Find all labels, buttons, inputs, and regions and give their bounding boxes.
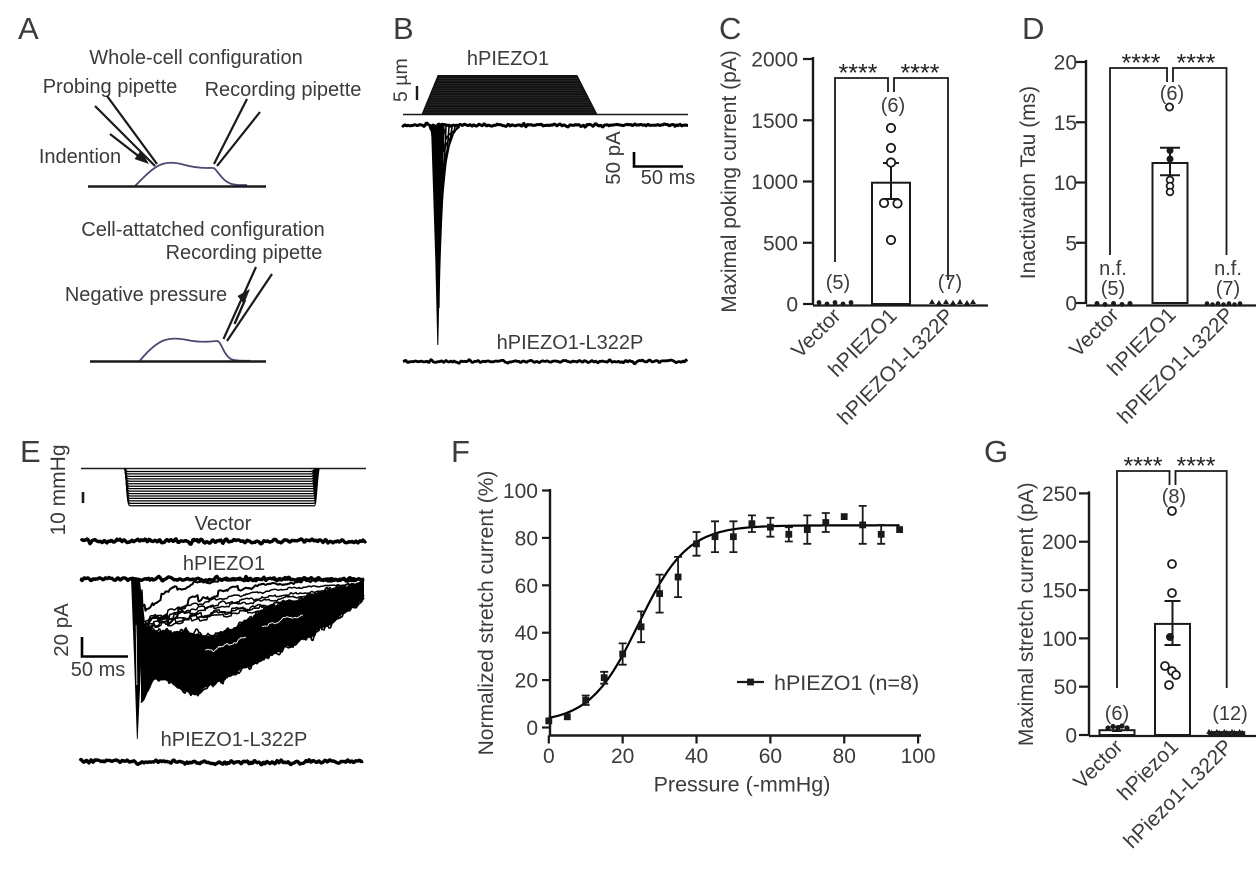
svg-text:(6): (6) — [881, 95, 905, 117]
svg-text:(12): (12) — [1212, 703, 1248, 725]
svg-text:(8): (8) — [1162, 486, 1186, 508]
svg-text:250: 250 — [1042, 483, 1077, 506]
svg-text:Maximal stretch current (pA): Maximal stretch current (pA) — [1015, 482, 1038, 746]
svg-text:100: 100 — [503, 480, 538, 503]
svg-text:80: 80 — [515, 527, 538, 550]
svg-text:Vector: Vector — [195, 513, 252, 535]
svg-text:****: **** — [1122, 49, 1161, 77]
svg-text:40: 40 — [685, 745, 708, 768]
svg-text:80: 80 — [833, 745, 856, 768]
svg-text:5 µm: 5 µm — [390, 58, 412, 102]
svg-text:Inactivation Tau (ms): Inactivation Tau (ms) — [1017, 86, 1040, 279]
svg-text:n.f.: n.f. — [1214, 258, 1242, 280]
svg-text:hPIEZO1: hPIEZO1 — [467, 48, 549, 70]
svg-text:C: C — [719, 11, 741, 46]
svg-text:E: E — [20, 434, 41, 469]
svg-text:50: 50 — [1054, 676, 1077, 699]
svg-text:B: B — [393, 11, 414, 46]
svg-text:(6): (6) — [1160, 83, 1184, 105]
svg-text:****: **** — [901, 59, 940, 87]
svg-text:0: 0 — [543, 745, 555, 768]
svg-text:0: 0 — [1065, 725, 1077, 748]
svg-text:20 pA: 20 pA — [50, 603, 73, 657]
svg-text:hPIEZO1: hPIEZO1 — [183, 553, 265, 575]
svg-text:50 pA: 50 pA — [602, 131, 625, 185]
svg-text:1000: 1000 — [751, 171, 798, 194]
svg-text:60: 60 — [515, 575, 538, 598]
svg-text:Indention: Indention — [39, 146, 121, 168]
svg-text:Negative pressure: Negative pressure — [65, 284, 227, 306]
svg-text:****: **** — [1177, 49, 1216, 77]
svg-text:1500: 1500 — [751, 110, 798, 133]
svg-text:2000: 2000 — [751, 49, 798, 72]
svg-text:(5): (5) — [826, 272, 850, 294]
svg-text:(5): (5) — [1101, 278, 1125, 300]
svg-text:500: 500 — [763, 232, 798, 255]
svg-text:15: 15 — [1054, 112, 1077, 135]
svg-text:A: A — [18, 11, 39, 46]
svg-text:Whole-cell configuration: Whole-cell configuration — [89, 47, 302, 69]
svg-text:50 ms: 50 ms — [641, 167, 695, 189]
svg-text:20: 20 — [515, 670, 538, 693]
svg-text:40: 40 — [515, 622, 538, 645]
svg-text:Recording pipette: Recording pipette — [166, 242, 323, 264]
svg-text:D: D — [1022, 11, 1044, 46]
svg-text:100: 100 — [1042, 628, 1077, 651]
svg-text:10: 10 — [1054, 172, 1077, 195]
svg-text:20: 20 — [611, 745, 634, 768]
svg-text:5: 5 — [1065, 232, 1077, 255]
svg-text:100: 100 — [901, 745, 936, 768]
svg-text:Recording pipette: Recording pipette — [205, 79, 362, 101]
svg-text:20: 20 — [1054, 52, 1077, 75]
svg-text:150: 150 — [1042, 580, 1077, 603]
svg-text:Maximal poking current (pA): Maximal poking current (pA) — [718, 50, 741, 313]
svg-text:****: **** — [1177, 452, 1216, 480]
svg-text:0: 0 — [786, 294, 798, 317]
svg-text:Pressure (-mmHg): Pressure (-mmHg) — [654, 773, 831, 797]
svg-text:0: 0 — [526, 717, 538, 740]
svg-text:200: 200 — [1042, 531, 1077, 554]
svg-text:Probing pipette: Probing pipette — [43, 76, 178, 98]
svg-text:n.f.: n.f. — [1099, 258, 1127, 280]
svg-text:0: 0 — [1065, 293, 1077, 316]
svg-text:(6): (6) — [1105, 703, 1129, 725]
svg-text:Cell-attatched configuration: Cell-attatched configuration — [81, 219, 324, 241]
svg-text:Normalized stretch current (%): Normalized stretch current (%) — [475, 471, 498, 756]
svg-text:hPIEZO1-L322P: hPIEZO1-L322P — [497, 332, 644, 354]
svg-text:(7): (7) — [1216, 278, 1240, 300]
svg-text:60: 60 — [759, 745, 782, 768]
svg-text:G: G — [984, 434, 1008, 469]
svg-text:F: F — [451, 434, 470, 469]
svg-text:(7): (7) — [938, 272, 962, 294]
svg-text:****: **** — [839, 59, 878, 87]
svg-text:hPIEZO1 (n=8): hPIEZO1 (n=8) — [774, 671, 919, 695]
svg-text:10 mmHg: 10 mmHg — [47, 444, 70, 535]
svg-text:****: **** — [1124, 452, 1163, 480]
svg-text:hPIEZO1-L322P: hPIEZO1-L322P — [161, 729, 308, 751]
svg-text:50 ms: 50 ms — [71, 659, 125, 681]
